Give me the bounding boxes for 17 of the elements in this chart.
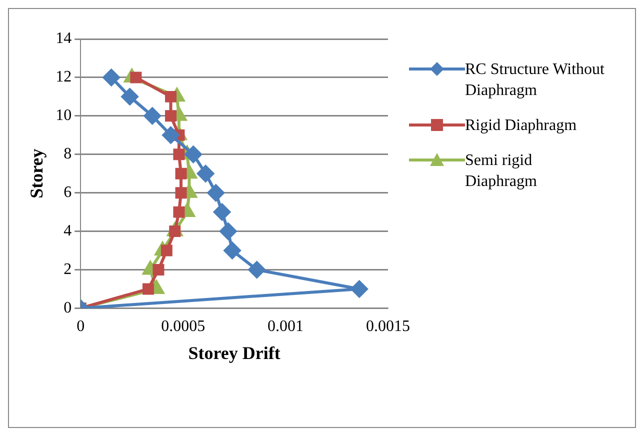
legend-label: Rigid Diaphragm bbox=[465, 116, 578, 136]
x-tick-label: 0.001 bbox=[268, 318, 304, 336]
y-axis-title: Storey bbox=[26, 148, 46, 198]
x-tick-label: 0 bbox=[76, 318, 85, 336]
x-tick-label: 0.0015 bbox=[366, 318, 410, 336]
y-tick-label: 0 bbox=[64, 299, 72, 316]
y-tick-label: 10 bbox=[56, 107, 72, 124]
y-tick-label: 6 bbox=[64, 184, 72, 202]
legend-label: Semi rigid Diaphragm bbox=[465, 151, 538, 192]
y-tick-label: 4 bbox=[64, 222, 72, 240]
legend-label: RC Structure Without Diaphragm bbox=[465, 60, 605, 101]
y-tick-label: 2 bbox=[64, 260, 72, 278]
x-axis-title: Storey Drift bbox=[188, 342, 280, 363]
x-tick-label: 0.0005 bbox=[161, 318, 206, 336]
y-tick-label: 8 bbox=[64, 146, 72, 163]
y-tick-label: 12 bbox=[56, 68, 72, 86]
y-tick-label: 14 bbox=[56, 30, 72, 48]
